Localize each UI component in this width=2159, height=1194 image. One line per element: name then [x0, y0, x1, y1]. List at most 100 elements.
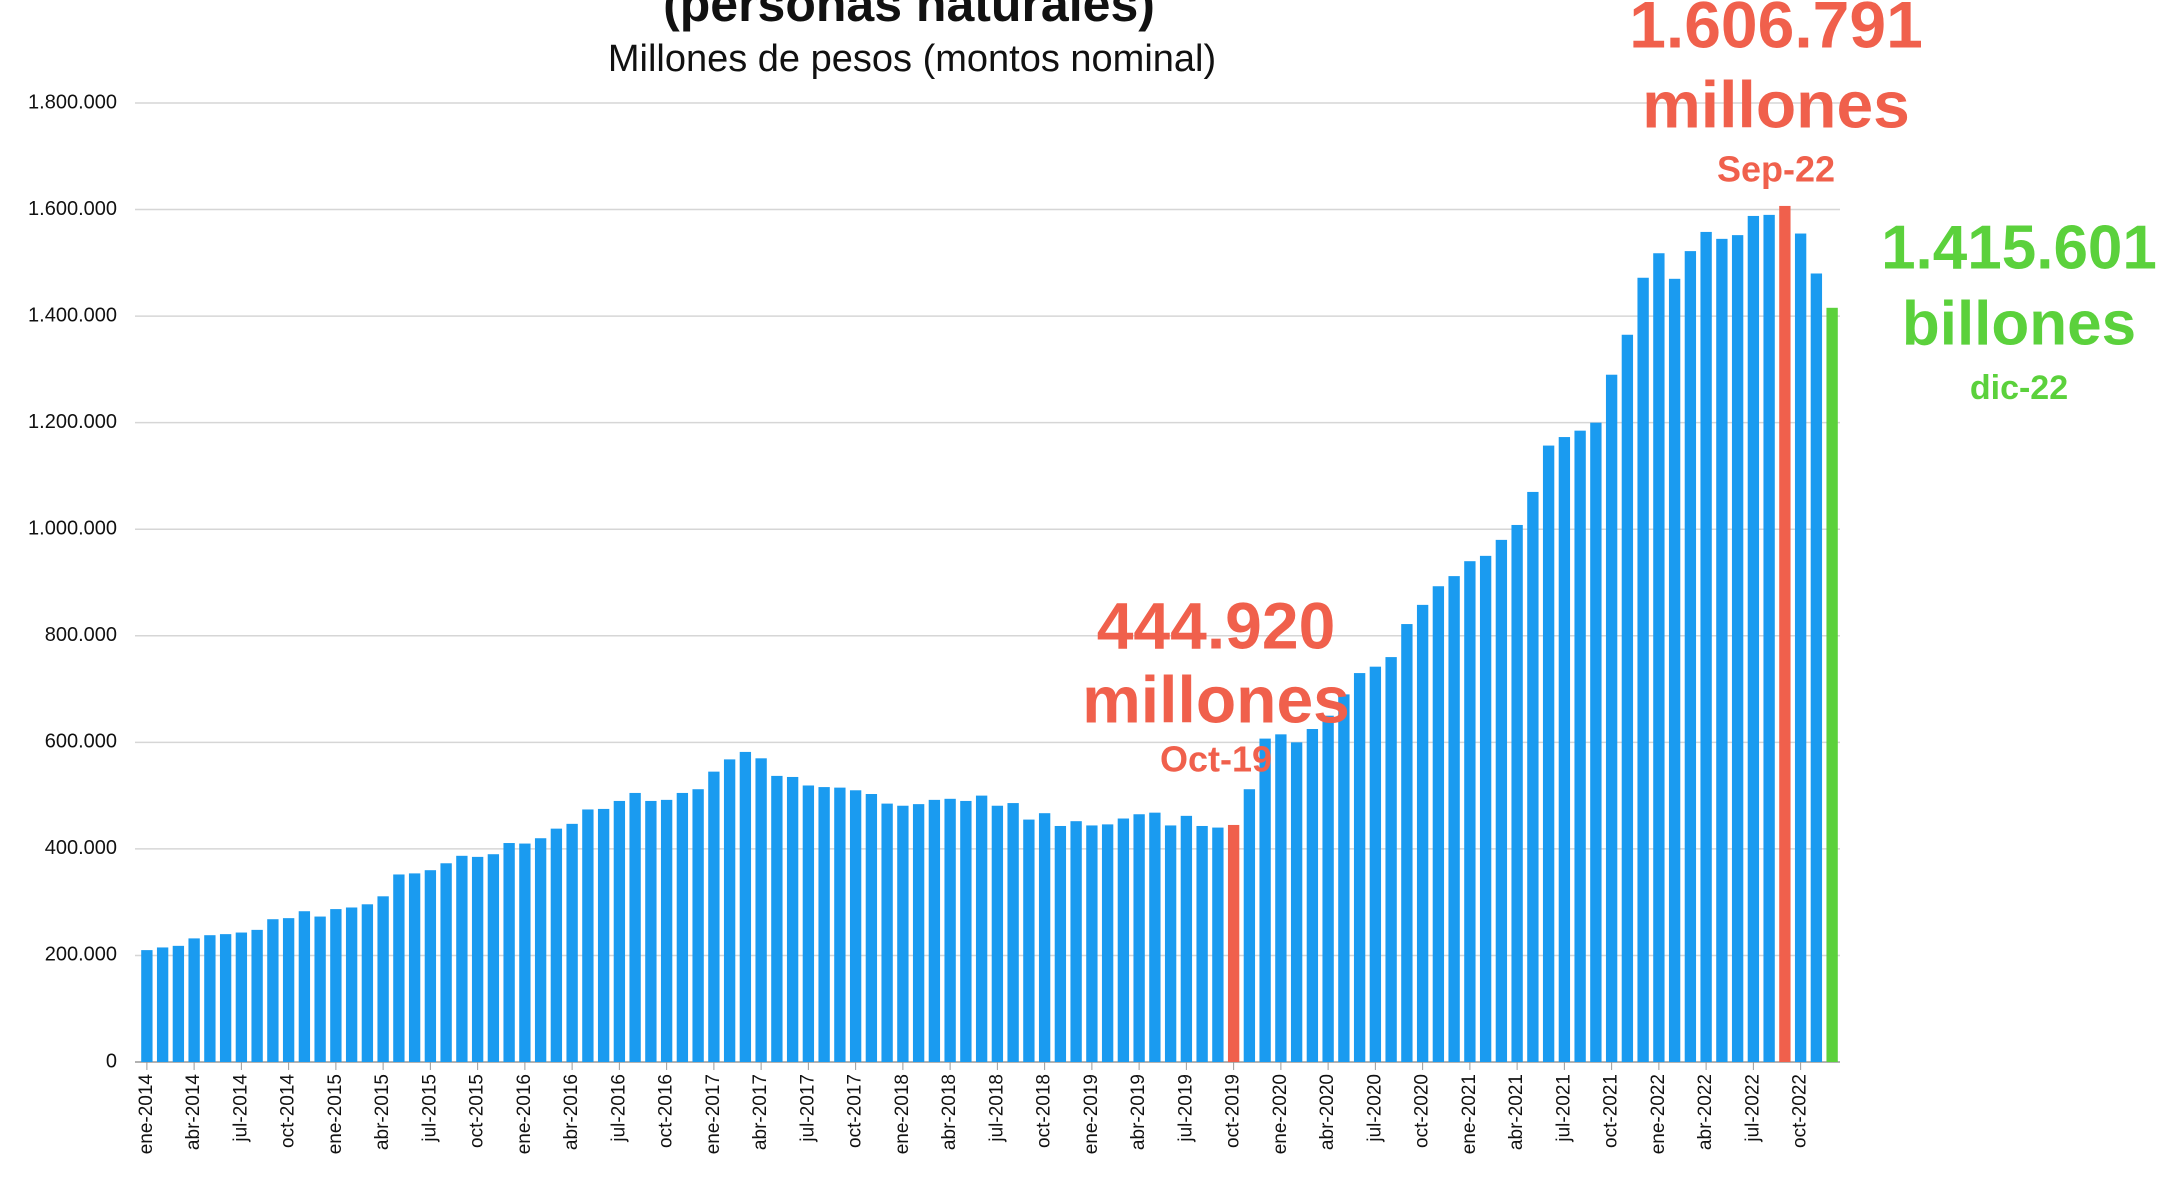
bar: [1448, 576, 1460, 1062]
bar: [1416, 604, 1429, 1062]
bar: [1338, 694, 1350, 1062]
x-tick-label: jul-2021: [1553, 1074, 1574, 1143]
bar: [1542, 445, 1555, 1062]
bar: [345, 907, 358, 1062]
bar: [456, 855, 468, 1062]
bar: [1668, 278, 1681, 1063]
bar: [960, 800, 972, 1062]
y-tick-label: 800.000: [45, 624, 117, 646]
bar: [550, 828, 563, 1062]
bar: [1495, 539, 1508, 1062]
bar: [723, 759, 736, 1062]
bar: [1227, 824, 1240, 1062]
bar: [471, 856, 484, 1062]
bar: [582, 809, 594, 1062]
bar: [235, 932, 248, 1062]
annotation: millones: [1642, 67, 1910, 141]
bar: [377, 896, 389, 1062]
bar: [314, 916, 326, 1062]
x-tick-label: ene-2020: [1270, 1074, 1291, 1154]
annotation: billones: [1902, 289, 2136, 358]
chart-subtitle: Millones de pesos (montos nominal): [608, 38, 1216, 80]
y-tick-label: 1.000.000: [28, 518, 117, 540]
bar: [802, 785, 815, 1062]
bar: [1558, 437, 1571, 1063]
bar: [1479, 555, 1492, 1062]
bar: [991, 805, 1004, 1062]
bar: [172, 945, 185, 1062]
x-tick-label: oct-2021: [1601, 1074, 1622, 1148]
bar: [1684, 251, 1697, 1062]
x-tick-label: jul-2017: [797, 1074, 818, 1143]
bar: [487, 854, 500, 1062]
bar: [786, 776, 799, 1062]
x-tick-label: ene-2016: [514, 1074, 535, 1154]
x-tick-label: oct-2016: [656, 1074, 677, 1148]
bar: [771, 775, 783, 1062]
x-tick-label: abr-2015: [372, 1074, 393, 1150]
y-tick-label: 1.200.000: [28, 411, 117, 433]
x-tick-label: oct-2017: [845, 1074, 866, 1148]
x-tick-label: abr-2021: [1506, 1074, 1527, 1150]
bar: [1149, 812, 1161, 1062]
bar: [1401, 624, 1413, 1062]
bar: [676, 792, 689, 1062]
bar: [503, 843, 515, 1062]
bar: [708, 771, 720, 1062]
x-tick-label: jul-2016: [608, 1074, 629, 1143]
x-tick-label: ene-2021: [1459, 1074, 1480, 1154]
bar: [519, 843, 531, 1062]
bar: [865, 794, 878, 1062]
x-tick-label: jul-2020: [1364, 1074, 1385, 1143]
x-tick-label: jul-2014: [230, 1074, 251, 1143]
bar: [975, 795, 988, 1062]
bar: [1212, 827, 1224, 1062]
bar: [944, 798, 956, 1062]
y-tick-label: 600.000: [45, 731, 117, 753]
bar: [1527, 491, 1539, 1063]
bar: [818, 787, 830, 1062]
bar: [298, 911, 311, 1062]
bar: [849, 790, 862, 1062]
bar: [834, 787, 846, 1062]
bar: [1369, 666, 1382, 1062]
bar: [408, 873, 421, 1062]
annotation: millones: [1082, 662, 1350, 736]
x-tick-label: ene-2022: [1648, 1074, 1669, 1154]
bar: [1070, 821, 1082, 1062]
bar: [156, 947, 169, 1062]
bar: [1716, 238, 1728, 1062]
bar: [141, 950, 153, 1062]
x-tick-label: jul-2015: [419, 1074, 440, 1143]
bar: [219, 934, 232, 1062]
x-tick-label: abr-2017: [750, 1074, 771, 1150]
bar: [1432, 586, 1445, 1062]
bar: [692, 789, 704, 1062]
x-tick-label: ene-2015: [325, 1074, 346, 1154]
bar: [1763, 214, 1775, 1063]
x-tick-label: ene-2019: [1081, 1074, 1102, 1154]
x-tick-label: oct-2014: [278, 1074, 299, 1148]
bar: [251, 929, 263, 1062]
bar: [1322, 715, 1334, 1062]
bar: [1196, 825, 1208, 1062]
bar: [1511, 524, 1523, 1062]
bar: [1259, 738, 1271, 1062]
bar: [897, 805, 909, 1062]
x-tick-label: oct-2015: [467, 1074, 488, 1148]
x-tick-label: abr-2019: [1128, 1074, 1149, 1150]
bar: [330, 909, 342, 1062]
chart-title: (personas naturales): [663, 0, 1155, 32]
bar: [1826, 307, 1838, 1062]
bar: [188, 938, 200, 1062]
bar: [1385, 657, 1397, 1062]
x-tick-label: abr-2020: [1317, 1074, 1338, 1150]
bar: [1023, 819, 1035, 1062]
bar: [267, 919, 279, 1062]
annotation: Sep-22: [1717, 149, 1835, 190]
x-tick-label: jul-2018: [986, 1074, 1007, 1143]
bar: [1101, 824, 1114, 1062]
x-tick-label: jul-2019: [1175, 1074, 1196, 1143]
bar: [1794, 233, 1807, 1063]
